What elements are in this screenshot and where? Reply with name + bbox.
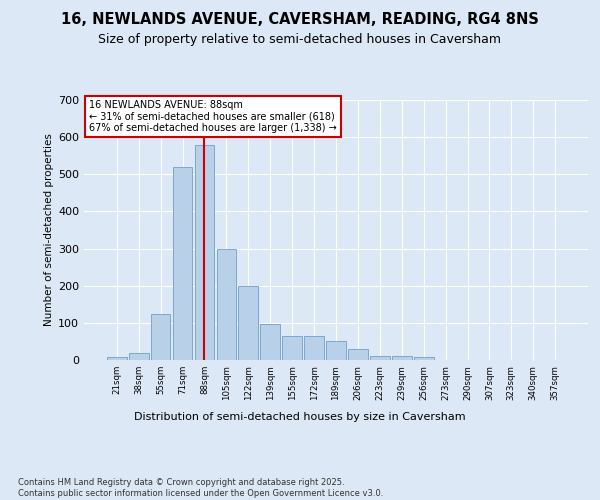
Text: 16, NEWLANDS AVENUE, CAVERSHAM, READING, RG4 8NS: 16, NEWLANDS AVENUE, CAVERSHAM, READING,… — [61, 12, 539, 28]
Bar — [370, 356, 390, 360]
Bar — [414, 357, 434, 360]
Bar — [392, 356, 412, 360]
Bar — [238, 286, 258, 360]
Bar — [326, 340, 346, 360]
Text: Size of property relative to semi-detached houses in Caversham: Size of property relative to semi-detach… — [98, 32, 502, 46]
Text: Contains HM Land Registry data © Crown copyright and database right 2025.
Contai: Contains HM Land Registry data © Crown c… — [18, 478, 383, 498]
Text: 16 NEWLANDS AVENUE: 88sqm
← 31% of semi-detached houses are smaller (618)
67% of: 16 NEWLANDS AVENUE: 88sqm ← 31% of semi-… — [89, 100, 337, 133]
Bar — [348, 349, 368, 360]
Bar — [173, 167, 193, 360]
Text: Distribution of semi-detached houses by size in Caversham: Distribution of semi-detached houses by … — [134, 412, 466, 422]
Bar — [304, 336, 324, 360]
Bar — [260, 324, 280, 360]
Bar — [107, 357, 127, 360]
Bar — [151, 314, 170, 360]
Y-axis label: Number of semi-detached properties: Number of semi-detached properties — [44, 134, 54, 326]
Bar — [194, 144, 214, 360]
Bar — [282, 336, 302, 360]
Bar — [217, 248, 236, 360]
Bar — [129, 354, 149, 360]
